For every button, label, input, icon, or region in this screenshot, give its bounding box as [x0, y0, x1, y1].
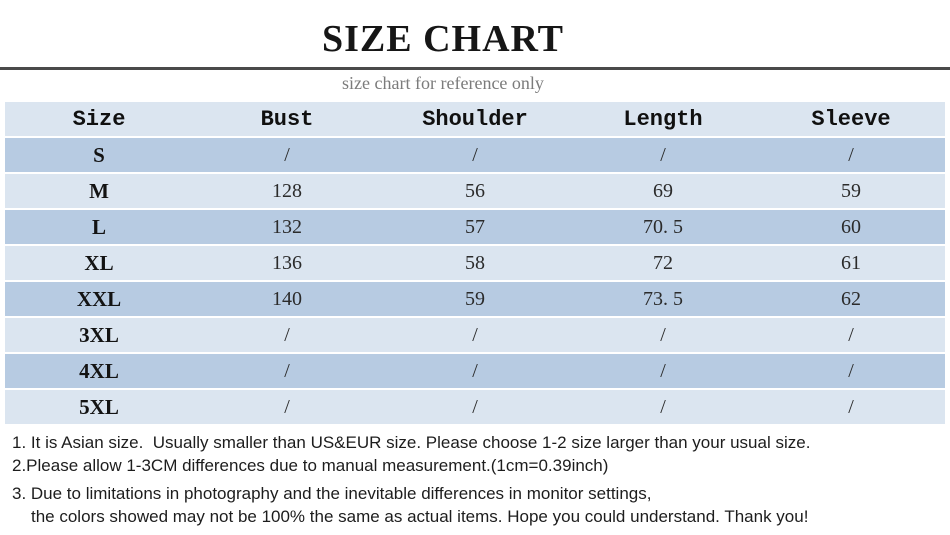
- value-cell: /: [660, 323, 666, 346]
- table-row-m: M 128 56 69 59: [5, 174, 945, 208]
- value-cell: /: [472, 143, 478, 166]
- value-cell: 57: [465, 215, 485, 238]
- value-cell: /: [660, 359, 666, 382]
- table-row-4xl: 4XL / / / /: [5, 354, 945, 388]
- page-title: SIZE CHART: [321, 18, 564, 60]
- col-header-sleeve: Sleeve: [811, 106, 891, 132]
- col-header-size: Size: [72, 106, 126, 132]
- value-cell: /: [848, 359, 854, 382]
- size-cell: 4XL: [79, 358, 119, 383]
- table-row-3xl: 3XL / / / /: [5, 318, 945, 352]
- value-cell: /: [660, 395, 666, 418]
- value-cell: /: [284, 323, 290, 346]
- value-cell: /: [848, 143, 854, 166]
- note-line-4: the colors showed may not be 100% the sa…: [31, 507, 809, 526]
- col-header-length: Length: [623, 106, 703, 132]
- value-cell: 56: [465, 179, 485, 202]
- masthead: SIZE CHART: [0, 0, 886, 61]
- table-header-row: Size Bust Shoulder Length Sleeve: [5, 102, 945, 136]
- table-row-s: S / / / /: [5, 138, 945, 172]
- value-cell: 140: [272, 287, 302, 310]
- value-cell: 59: [465, 287, 485, 310]
- size-cell: 5XL: [79, 394, 119, 419]
- value-cell: 72: [653, 251, 673, 274]
- size-cell: 3XL: [79, 322, 119, 347]
- size-cell: M: [89, 178, 109, 203]
- value-cell: 70. 5: [643, 215, 683, 238]
- value-cell: /: [848, 395, 854, 418]
- size-chart-table: Size Bust Shoulder Length Sleeve S / / /…: [5, 102, 945, 424]
- value-cell: 61: [841, 251, 861, 274]
- note-line-2: 2.Please allow 1-3CM differences due to …: [12, 456, 609, 475]
- value-cell: 62: [841, 287, 861, 310]
- value-cell: /: [660, 143, 666, 166]
- value-cell: /: [848, 323, 854, 346]
- value-cell: 128: [272, 179, 302, 202]
- size-cell: XL: [84, 250, 114, 275]
- table-row-xxl: XXL 140 59 73. 5 62: [5, 282, 945, 316]
- note-line-3: 3. Due to limitations in photography and…: [12, 484, 652, 503]
- value-cell: /: [472, 359, 478, 382]
- notes-section: 1. It is Asian size. Usually smaller tha…: [12, 431, 950, 528]
- value-cell: /: [472, 395, 478, 418]
- table-row-l: L 132 57 70. 5 60: [5, 210, 945, 244]
- value-cell: 60: [841, 215, 861, 238]
- size-cell: L: [91, 214, 106, 239]
- size-cell: XXL: [76, 286, 122, 311]
- value-cell: 58: [465, 251, 485, 274]
- value-cell: 73. 5: [643, 287, 683, 310]
- value-cell: 132: [272, 215, 302, 238]
- value-cell: 136: [272, 251, 302, 274]
- page-subtitle: size chart for reference only: [342, 73, 544, 93]
- table-row-xl: XL 136 58 72 61: [5, 246, 945, 280]
- title-divider: [0, 67, 950, 70]
- value-cell: /: [284, 359, 290, 382]
- value-cell: /: [284, 395, 290, 418]
- value-cell: 59: [841, 179, 861, 202]
- value-cell: /: [284, 143, 290, 166]
- note-line-1: 1. It is Asian size. Usually smaller tha…: [12, 433, 811, 452]
- value-cell: /: [472, 323, 478, 346]
- col-header-shoulder: Shoulder: [422, 106, 528, 132]
- value-cell: 69: [653, 179, 673, 202]
- col-header-bust: Bust: [260, 106, 314, 132]
- table-row-5xl: 5XL / / / /: [5, 390, 945, 424]
- size-cell: S: [93, 142, 105, 167]
- subtitle-wrap: size chart for reference only: [0, 73, 886, 93]
